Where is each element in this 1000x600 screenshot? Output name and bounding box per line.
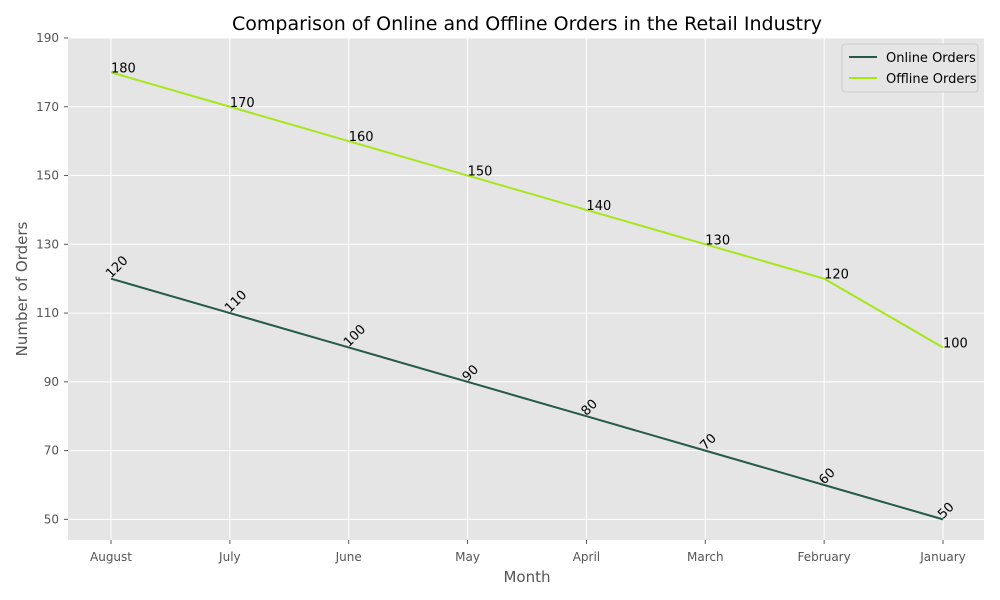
- y-tick-label: 110: [36, 306, 59, 320]
- y-axis-ticks: 50 70 90 110 130 150 170 190: [36, 31, 68, 526]
- data-label: 150: [468, 165, 493, 180]
- legend-label: Offline Orders: [886, 72, 977, 87]
- x-axis-label: Month: [503, 568, 550, 586]
- y-tick-label: 170: [36, 100, 59, 114]
- x-tick-label: February: [798, 550, 851, 564]
- data-label: 140: [586, 199, 611, 214]
- legend-label: Online Orders: [886, 51, 976, 66]
- series-group: [110, 71, 944, 521]
- x-tick-label: April: [573, 550, 600, 564]
- y-tick-label: 50: [44, 512, 59, 526]
- data-label: 120: [824, 268, 849, 283]
- chart-title: Comparison of Online and Offline Orders …: [232, 13, 822, 35]
- x-tick-label: May: [455, 550, 480, 564]
- series-line-2: [110, 71, 944, 349]
- y-axis-label: Number of Orders: [13, 221, 31, 356]
- y-tick-label: 130: [36, 237, 59, 251]
- x-tick-label: June: [335, 550, 362, 564]
- y-tick-label: 90: [44, 375, 59, 389]
- data-label: 160: [349, 130, 374, 145]
- series-line-1: [110, 277, 944, 521]
- y-tick-label: 150: [36, 169, 59, 183]
- legend: Online Orders Offline Orders: [841, 43, 979, 93]
- y-tick-label: 70: [44, 444, 59, 458]
- grid-lines: [68, 37, 984, 540]
- x-axis-ticks: August July June May April March February Janua…: [90, 540, 966, 564]
- x-tick-label: January: [919, 550, 966, 564]
- data-label: 100: [943, 336, 968, 351]
- data-label: 170: [230, 96, 255, 111]
- x-tick-label: March: [687, 550, 724, 564]
- x-tick-label: July: [218, 550, 241, 564]
- data-label: 130: [705, 233, 730, 248]
- plot-area: [68, 38, 984, 540]
- y-tick-label: 190: [36, 31, 59, 45]
- x-tick-label: August: [90, 550, 132, 564]
- data-label: 180: [111, 61, 136, 76]
